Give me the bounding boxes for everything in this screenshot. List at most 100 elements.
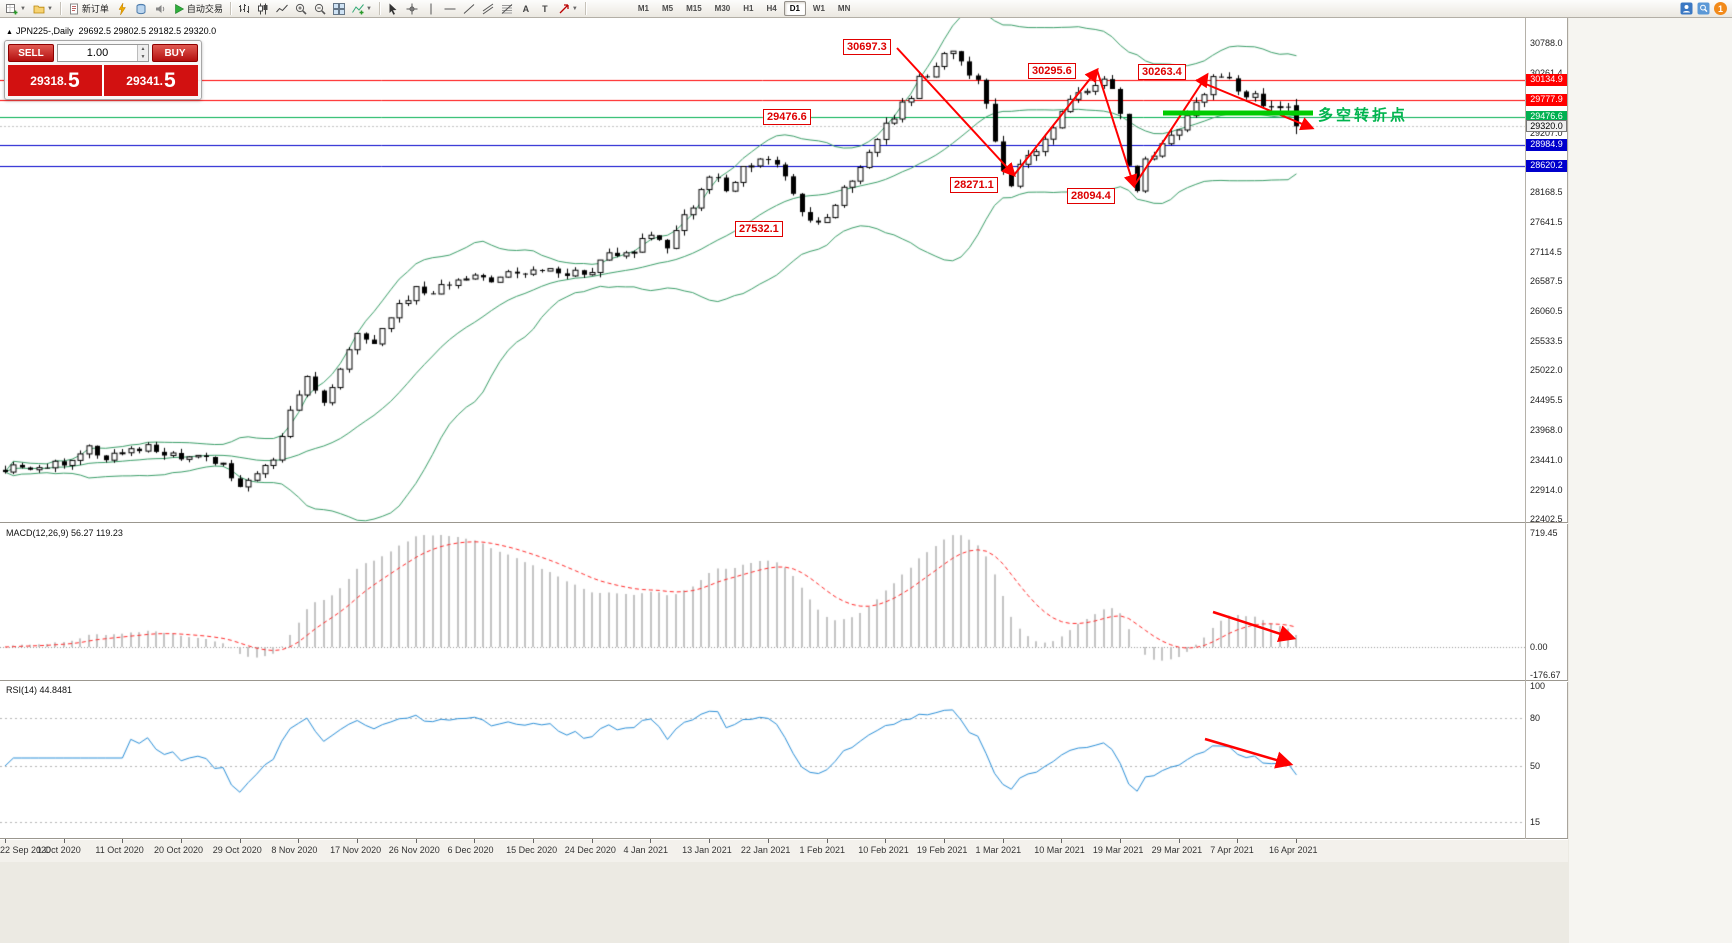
volume-value[interactable]: 1.00 — [86, 47, 109, 59]
indicators-button[interactable]: ▼ — [349, 1, 375, 17]
notification-badge[interactable]: 1 — [1714, 2, 1727, 15]
date-axis-label: 10 Feb 2021 — [858, 845, 909, 855]
horizontal-line-tool-button[interactable] — [441, 1, 459, 17]
price-annotation[interactable]: 27532.1 — [735, 221, 783, 237]
price-axis-border — [1525, 18, 1526, 839]
workspace-background — [1569, 18, 1732, 943]
buy-button[interactable]: BUY — [152, 44, 198, 62]
date-axis-tick — [1296, 839, 1297, 843]
current-price-badge: 29320.0 — [1526, 120, 1567, 133]
timeframe-mn-button[interactable]: MN — [837, 4, 851, 13]
timeframe-h4-button[interactable]: H4 — [766, 4, 777, 13]
date-axis-tick — [650, 839, 651, 843]
timeframe-m5-button[interactable]: M5 — [661, 4, 674, 13]
zoom-in-icon — [295, 3, 307, 15]
timeframe-w1-button[interactable]: W1 — [812, 4, 825, 13]
price-annotation[interactable]: 30263.4 — [1138, 64, 1186, 80]
price-annotation[interactable]: 28094.4 — [1067, 188, 1115, 204]
date-axis-label: 20 Oct 2020 — [154, 845, 204, 855]
search-icon[interactable] — [1697, 2, 1710, 15]
timeframe-d1-button[interactable]: D1 — [783, 1, 806, 16]
line-chart-mode-button[interactable] — [273, 1, 291, 17]
timeframe-m1-button[interactable]: M1 — [637, 4, 649, 13]
date-axis-tick — [5, 839, 6, 843]
timeframe-h1-button[interactable]: H1 — [743, 4, 754, 13]
new-chart-icon — [6, 3, 18, 14]
sell-price[interactable]: 29318. 5 — [8, 65, 104, 96]
channel-tool-button[interactable] — [479, 1, 497, 17]
alerts-button[interactable] — [151, 1, 169, 17]
history-center-button[interactable] — [132, 1, 150, 17]
price-annotation[interactable]: 30295.6 — [1028, 63, 1076, 79]
price-level-badge: 30134.9 — [1526, 74, 1567, 87]
panel-separator[interactable] — [0, 680, 1568, 681]
price-annotation[interactable]: 30697.3 — [843, 39, 891, 55]
price-level-badge: 29777.9 — [1526, 94, 1567, 107]
volume-input[interactable]: 1.00 ▲ ▼ — [57, 44, 149, 62]
chart-ohlc-values: 29692.5 29802.5 29182.5 29320.0 — [78, 26, 217, 36]
date-axis-tick — [1061, 839, 1062, 843]
zoom-out-button[interactable] — [311, 1, 329, 17]
fibonacci-tool-button[interactable] — [498, 1, 516, 17]
cursor-icon — [389, 3, 397, 15]
date-axis-tick — [416, 839, 417, 843]
auto-trading-button[interactable]: 自动交易 — [170, 1, 226, 17]
community-icon[interactable] — [1680, 2, 1693, 15]
vertical-line-tool-button[interactable] — [422, 1, 440, 17]
one-click-toggle-icon[interactable]: ▲ — [6, 29, 13, 36]
date-axis-tick — [827, 839, 828, 843]
price-axis-tick: 30261.4 — [1530, 67, 1563, 78]
text-tool-icon: A — [522, 3, 530, 14]
channel-icon — [482, 3, 494, 14]
buy-price[interactable]: 29341. 5 — [104, 65, 198, 96]
timeframe-m30-button[interactable]: M30 — [714, 4, 731, 13]
arrows-tool-button[interactable]: ▼ — [555, 1, 581, 17]
profiles-button[interactable]: ▼ — [30, 1, 56, 17]
rsi-axis-label: 15 — [1530, 817, 1541, 827]
panel-separator[interactable] — [0, 522, 1568, 523]
chart-window: ▲ JPN225-,Daily 29692.5 29802.5 29182.5 2… — [0, 18, 1568, 862]
price-axis-tick: 29207.0 — [1530, 127, 1563, 138]
workspace-background — [0, 863, 1569, 943]
new-chart-button[interactable]: ▼ — [3, 1, 29, 17]
trendline-tool-button[interactable] — [460, 1, 478, 17]
cursor-tool-button[interactable] — [384, 1, 402, 17]
panel-separator[interactable] — [0, 838, 1568, 839]
chart-symbol-period: JPN225-,Daily — [15, 26, 74, 36]
date-axis-tick — [1237, 839, 1238, 843]
price-annotation[interactable]: 29476.6 — [763, 109, 811, 125]
date-axis-label: 4 Jan 2021 — [623, 845, 669, 855]
macd-axis-label: 719.45 — [1530, 528, 1558, 538]
date-axis-label: 26 Nov 2020 — [388, 845, 440, 855]
spinner-down-icon[interactable]: ▼ — [138, 53, 148, 61]
date-axis-tick — [592, 839, 593, 843]
date-axis-label: 1 Feb 2021 — [799, 845, 846, 855]
expert-advisors-button[interactable] — [113, 1, 131, 17]
price-axis-tick: 25022.0 — [1530, 365, 1563, 376]
price-axis-tick: 25533.5 — [1530, 336, 1563, 347]
price-axis-tick: 26587.5 — [1530, 276, 1563, 287]
database-icon — [136, 3, 146, 14]
sell-button[interactable]: SELL — [8, 44, 54, 62]
zoom-in-button[interactable] — [292, 1, 310, 17]
timeframe-m15-button[interactable]: M15 — [686, 4, 702, 13]
price-axis-tick: 26060.5 — [1530, 306, 1563, 317]
label-tool-button[interactable]: T — [536, 1, 554, 17]
horizontal-line-icon — [444, 8, 456, 9]
text-tool-button[interactable]: A — [517, 1, 535, 17]
spinner-up-icon[interactable]: ▲ — [138, 45, 148, 53]
new-order-button[interactable]: 新订单 — [65, 1, 112, 17]
candle-chart-mode-button[interactable] — [254, 1, 272, 17]
date-axis-label: 29 Oct 2020 — [212, 845, 262, 855]
price-annotation[interactable]: 28271.1 — [950, 177, 998, 193]
crosshair-tool-button[interactable] — [403, 1, 421, 17]
date-axis-tick — [709, 839, 710, 843]
tile-windows-button[interactable] — [330, 1, 348, 17]
price-chart-canvas[interactable] — [0, 18, 1525, 862]
date-axis-label: 15 Dec 2020 — [506, 845, 558, 855]
volume-spinner[interactable]: ▲ ▼ — [137, 45, 148, 61]
time-axis-strip[interactable] — [0, 839, 1568, 862]
price-level-badge: 28620.2 — [1526, 160, 1567, 173]
bar-chart-mode-button[interactable] — [235, 1, 253, 17]
new-order-label: 新订单 — [81, 4, 109, 14]
